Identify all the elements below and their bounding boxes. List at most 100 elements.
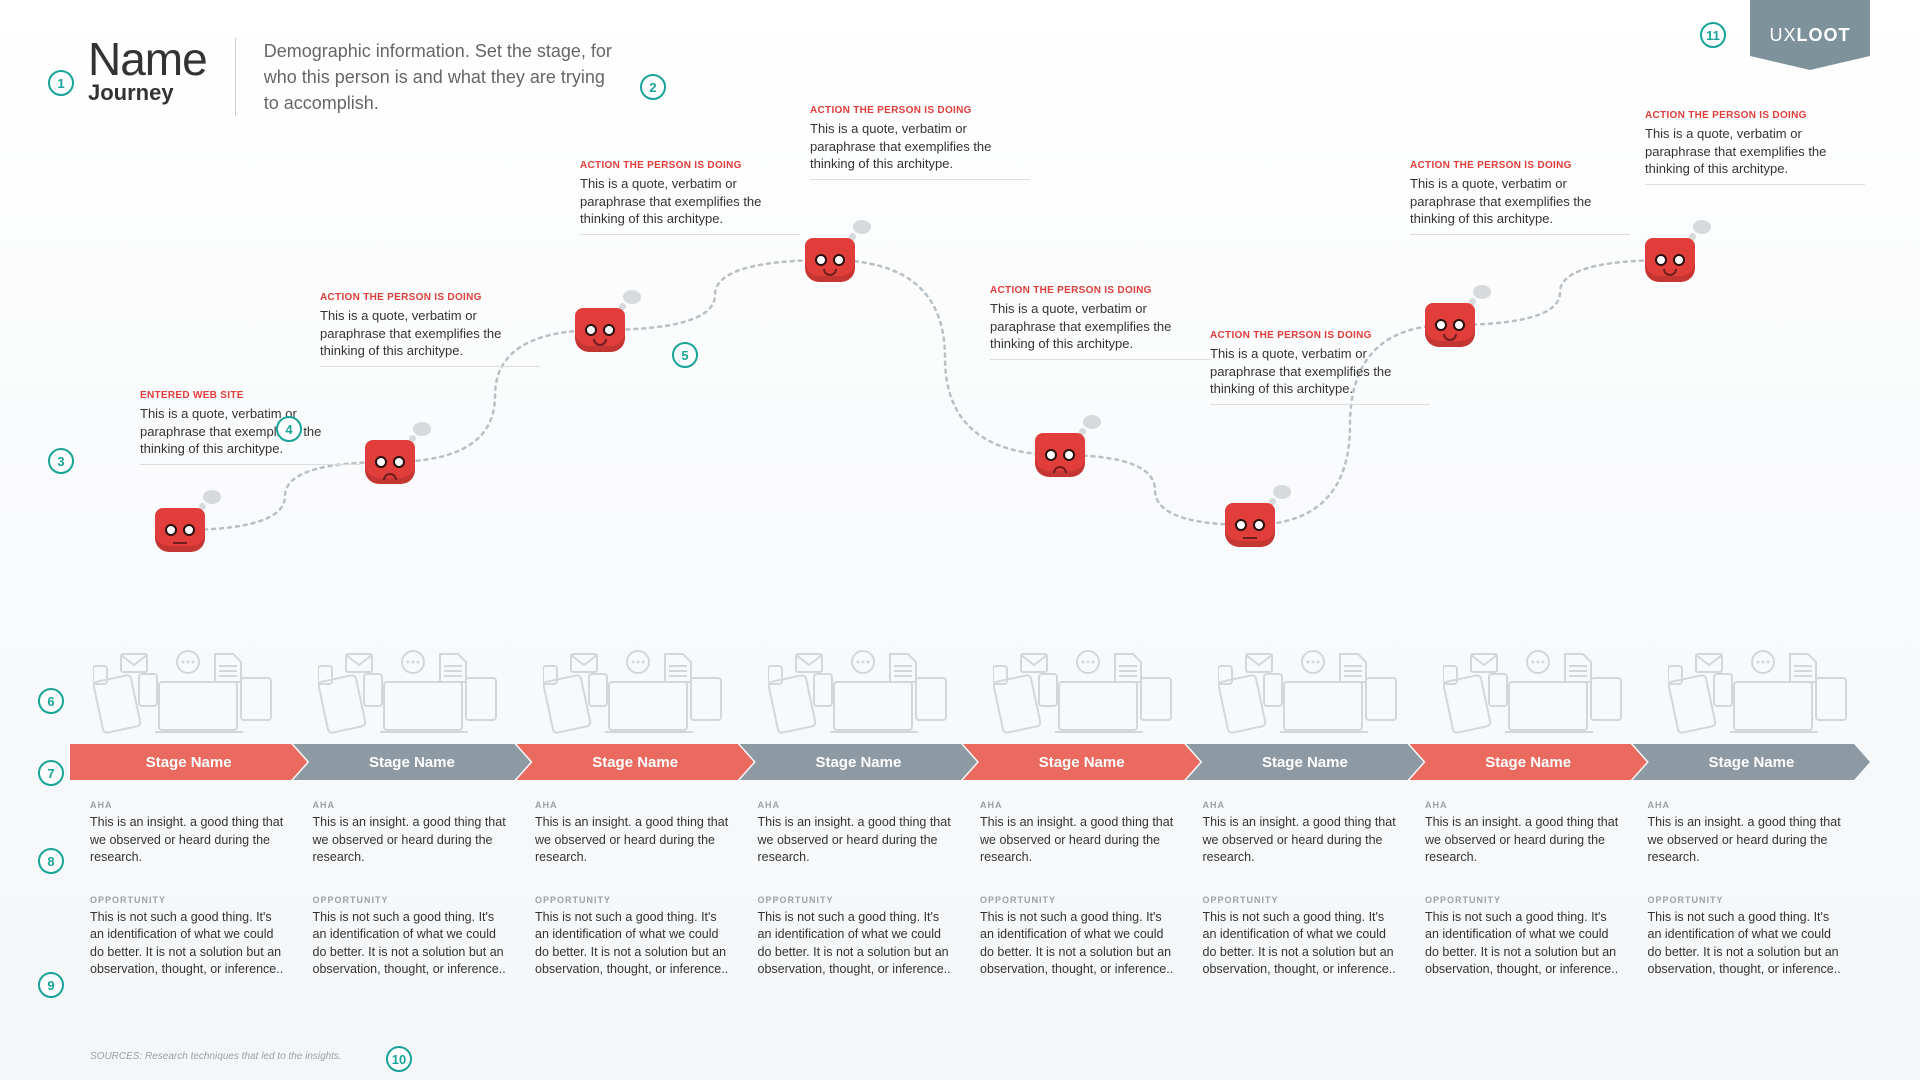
brand-left: UX xyxy=(1769,25,1796,46)
aha-label: AHA xyxy=(980,800,1179,810)
journey-node-3 xyxy=(805,238,855,282)
thought-icon xyxy=(1693,220,1711,234)
persona-icon xyxy=(1645,238,1695,282)
insight-col-2: AHAThis is an insight. a good thing that… xyxy=(535,800,758,979)
opportunity-text: This is not such a good thing. It's an i… xyxy=(1648,909,1847,979)
devices-icon xyxy=(1668,648,1848,738)
stage-5: Stage Name xyxy=(1186,744,1423,780)
aha-text: This is an insight. a good thing that we… xyxy=(535,814,734,867)
insights-grid: AHA This is an insight. a good thing that… xyxy=(90,800,1870,979)
opportunity-label: OPPORTUNITY xyxy=(980,895,1179,905)
stage-1: Stage Name xyxy=(293,744,530,780)
opportunity-text: This is not such a good thing. It's an i… xyxy=(535,909,734,979)
journey-node-7 xyxy=(1645,238,1695,282)
callout-3: 3 xyxy=(48,448,74,474)
header-divider xyxy=(235,38,236,116)
devices-icon xyxy=(93,648,273,738)
thought-icon xyxy=(1473,285,1491,299)
journey-node-1 xyxy=(365,440,415,484)
journey-node-4 xyxy=(1035,433,1085,477)
callout-7: 7 xyxy=(38,760,64,786)
devices-icon xyxy=(768,648,948,738)
header: Name Journey Demographic information. Se… xyxy=(88,32,624,116)
opportunity-label: OPPORTUNITY xyxy=(1203,895,1402,905)
aha-text: This is an insight. a good thing that we… xyxy=(758,814,957,867)
callout-2: 2 xyxy=(640,74,666,100)
title-block: Name Journey xyxy=(88,32,207,106)
journey-node-0 xyxy=(155,508,205,552)
persona-icon xyxy=(805,238,855,282)
devices-icon xyxy=(993,648,1173,738)
stage-0: Stage Name xyxy=(70,744,307,780)
annotation-quote: This is a quote, verbatim or paraphrase … xyxy=(990,300,1210,360)
aha-text: This is an insight. a good thing that we… xyxy=(1648,814,1847,867)
aha-text: This is an insight. a good thing that we… xyxy=(90,814,289,867)
insight-col-4: AHA This is an insight. a good thing that… xyxy=(980,800,1203,979)
thought-icon xyxy=(413,422,431,436)
devices-cell-2 xyxy=(520,638,745,738)
devices-cell-1 xyxy=(295,638,520,738)
opportunity-label: OPPORTUNITY xyxy=(758,895,957,905)
opportunity-text: This is not such a good thing. It's an i… xyxy=(1425,909,1624,979)
journey-annotation-1: ACTION THE PERSON IS DOING This is a quot… xyxy=(320,292,540,367)
callout-11: 11 xyxy=(1700,22,1726,48)
persona-icon xyxy=(1225,503,1275,547)
opportunity-text: This is not such a good thing. It's an i… xyxy=(980,909,1179,979)
aha-label: AHA xyxy=(758,800,957,810)
opportunity-label: OPPORTUNITY xyxy=(535,895,734,905)
sources-text: SOURCES: Research techniques that led to… xyxy=(90,1051,342,1062)
insight-col-5: AHAThis is an insight. a good thing that… xyxy=(1203,800,1426,979)
devices-icon xyxy=(1443,648,1623,738)
insight-col-0: AHA This is an insight. a good thing that… xyxy=(90,800,313,979)
annotation-quote: This is a quote, verbatim or paraphrase … xyxy=(1210,345,1430,405)
thought-icon xyxy=(203,490,221,504)
annotation-quote: This is a quote, verbatim or paraphrase … xyxy=(1410,175,1630,235)
journey-annotation-7: ACTION THE PERSON IS DOINGThis is a quot… xyxy=(1645,110,1865,185)
aha-label: AHA xyxy=(313,800,512,810)
opportunity-text: This is not such a good thing. It's an i… xyxy=(313,909,512,979)
journey-annotation-0: ENTERED WEB SITEThis is a quote, verbati… xyxy=(140,390,360,465)
annotation-quote: This is a quote, verbatim or paraphrase … xyxy=(580,175,800,235)
annotation-quote: This is a quote, verbatim or paraphrase … xyxy=(140,405,360,465)
callout-10: 10 xyxy=(386,1046,412,1072)
opportunity-text: This is not such a good thing. It's an i… xyxy=(758,909,957,979)
devices-icon xyxy=(318,648,498,738)
stage-2: Stage Name xyxy=(517,744,754,780)
annotation-action: ACTION THE PERSON IS DOING xyxy=(1210,330,1430,341)
stage-3: Stage Name xyxy=(740,744,977,780)
journey-annotation-4: ACTION THE PERSON IS DOINGThis is a quot… xyxy=(990,285,1210,360)
persona-icon xyxy=(1425,303,1475,347)
annotation-action: ACTION THE PERSON IS DOING xyxy=(320,292,540,303)
devices-icon xyxy=(1218,648,1398,738)
annotation-action: ACTION THE PERSON IS DOING xyxy=(1645,110,1865,121)
journey-annotation-6: ACTION THE PERSON IS DOINGThis is a quot… xyxy=(1410,160,1630,235)
stages-bar: Stage NameStage NameStage NameStage Name… xyxy=(70,744,1870,780)
opportunity-label: OPPORTUNITY xyxy=(1648,895,1847,905)
aha-text: This is an insight. a good thing that we… xyxy=(980,814,1179,867)
aha-text: This is an insight. a good thing that we… xyxy=(1203,814,1402,867)
opportunity-text: This is not such a good thing. It's an i… xyxy=(90,909,289,979)
brand-right: LOOT xyxy=(1797,25,1851,46)
callout-1: 1 xyxy=(48,70,74,96)
aha-label: AHA xyxy=(90,800,289,810)
devices-row xyxy=(70,638,1870,738)
persona-icon xyxy=(365,440,415,484)
brand-badge: UXLOOT xyxy=(1750,0,1870,70)
callout-9: 9 xyxy=(38,972,64,998)
journey-annotation-5: ACTION THE PERSON IS DOING This is a quot… xyxy=(1210,330,1430,405)
persona-icon xyxy=(575,308,625,352)
callout-5: 5 xyxy=(672,342,698,368)
journey-annotation-2: ACTION THE PERSON IS DOING This is a quot… xyxy=(580,160,800,235)
page-title: Name xyxy=(88,32,207,86)
demographic-text: Demographic information. Set the stage, … xyxy=(264,38,624,116)
aha-text: This is an insight. a good thing that we… xyxy=(1425,814,1624,867)
journey-chart: ENTERED WEB SITEThis is a quote, verbati… xyxy=(70,130,1870,560)
annotation-action: ACTION THE PERSON IS DOING xyxy=(580,160,800,171)
devices-cell-6 xyxy=(1420,638,1645,738)
devices-cell-0 xyxy=(70,638,295,738)
insight-col-3: AHA This is an insight. a good thing that… xyxy=(758,800,981,979)
persona-icon xyxy=(155,508,205,552)
annotation-quote: This is a quote, verbatim or paraphrase … xyxy=(320,307,540,367)
stage-7: Stage Name xyxy=(1633,744,1870,780)
opportunity-label: OPPORTUNITY xyxy=(1425,895,1624,905)
